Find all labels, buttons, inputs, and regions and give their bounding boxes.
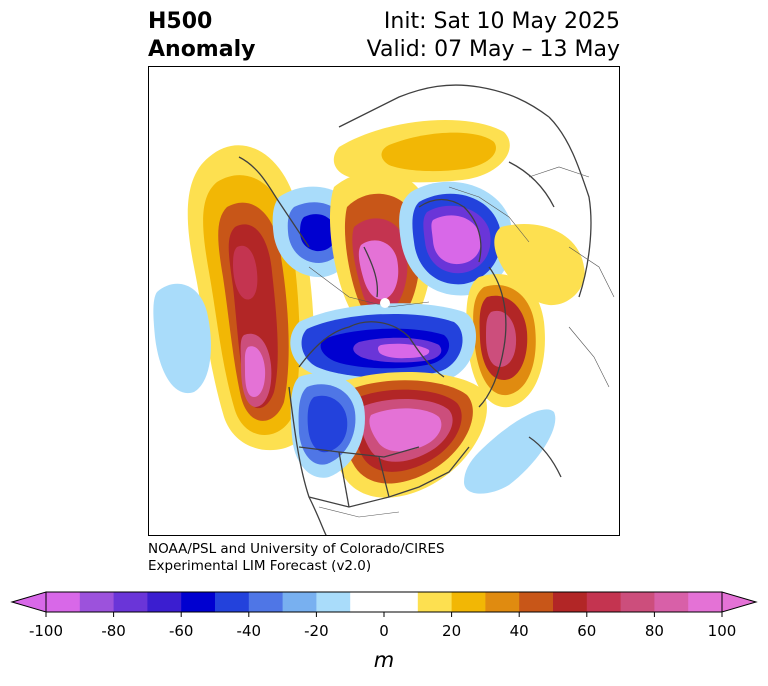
colorbar-bin xyxy=(248,592,284,612)
trough-pacific xyxy=(153,283,211,394)
colorbar-bin xyxy=(350,592,385,612)
colorbar-tick-label: -40 xyxy=(237,622,262,640)
colorbar-bin xyxy=(654,592,689,612)
colorbar-bin xyxy=(586,592,622,612)
colorbar-ticks: -100 -80 -60 -40 -20 0 20 40 60 80 100 xyxy=(29,612,736,640)
colorbar-bin xyxy=(417,592,453,612)
colorbar-tick-label: 100 xyxy=(708,622,737,640)
trough-atlantic xyxy=(464,409,556,494)
colorbar-bin xyxy=(113,592,148,612)
colorbar-bin xyxy=(316,592,351,612)
variable-subtitle: Anomaly xyxy=(148,37,256,62)
colorbar-bin xyxy=(620,592,655,612)
colorbar-bin xyxy=(519,592,554,612)
map-coastlines xyxy=(238,84,592,535)
ridge-north xyxy=(333,120,510,183)
colorbar-tick-label: 80 xyxy=(645,622,664,640)
colorbar-tick-label: 40 xyxy=(510,622,529,640)
credit-line-1: NOAA/PSL and University of Colorado/CIRE… xyxy=(148,541,445,557)
colorbar-bin xyxy=(688,592,723,612)
anomaly-map xyxy=(153,84,615,535)
title-block-left: H500 Anomaly xyxy=(148,8,255,64)
colorbar-tick-label: -100 xyxy=(29,622,63,640)
init-date: Init: Sat 10 May 2025 xyxy=(383,9,620,34)
colorbar-extend-left xyxy=(10,591,47,613)
colorbar-extend-right xyxy=(721,591,758,613)
colorbar-bin xyxy=(485,592,520,612)
colorbar-bin xyxy=(553,592,588,612)
ridge-east-na xyxy=(324,372,487,498)
credit-text: NOAA/PSL and University of Colorado/CIRE… xyxy=(148,541,445,575)
anomaly-fields xyxy=(153,120,585,498)
valid-range: Valid: 07 May – 13 May xyxy=(366,37,620,62)
colorbar-tick-label: -60 xyxy=(169,622,194,640)
colorbar-tick-label: 60 xyxy=(577,622,596,640)
north-pole-marker xyxy=(380,298,390,308)
colorbar-tick-label: 20 xyxy=(442,622,461,640)
trough-greenland xyxy=(290,303,476,387)
colorbar-tick-label: -80 xyxy=(101,622,126,640)
colorbar-units-label: m xyxy=(373,648,395,672)
colorbar: -100 -80 -60 -40 -20 0 20 40 60 80 100 xyxy=(10,591,758,640)
colorbar-bin xyxy=(215,592,250,612)
trough-west-na xyxy=(290,373,365,478)
title-block-right: Init: Sat 10 May 2025 Valid: 07 May – 13… xyxy=(367,8,620,64)
colorbar-bin xyxy=(147,592,182,612)
colorbar-bins xyxy=(46,592,723,612)
map-borders xyxy=(308,166,615,518)
colorbar-bin xyxy=(451,592,486,612)
colorbar-tick-label: -20 xyxy=(304,622,329,640)
colorbar-bin xyxy=(282,592,317,612)
colorbar-bin xyxy=(46,592,81,612)
colorbar-bin xyxy=(384,592,419,612)
variable-title: H500 xyxy=(148,9,213,34)
colorbar-bin xyxy=(79,592,115,612)
credit-line-2: Experimental LIM Forecast (v2.0) xyxy=(148,558,372,574)
map-panel xyxy=(148,66,620,536)
colorbar-tick-label: 0 xyxy=(379,622,389,640)
colorbar-bin xyxy=(181,592,216,612)
